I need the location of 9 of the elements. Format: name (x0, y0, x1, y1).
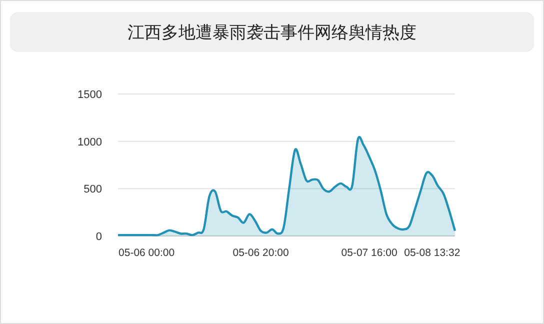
y-tick-label: 500 (84, 184, 102, 196)
x-tick-label: 05-07 16:00 (341, 247, 398, 259)
x-tick-label: 05-08 13:32 (404, 247, 460, 259)
chart-title: 江西多地遭暴雨袭击事件网络舆情热度 (128, 23, 416, 42)
y-tick-label: 1000 (78, 136, 102, 148)
x-tick-label: 05-06 20:00 (232, 247, 289, 259)
y-tick-label: 0 (96, 231, 102, 243)
y-tick-label: 1500 (78, 89, 102, 101)
x-tick-label: 05-06 00:00 (118, 247, 175, 259)
